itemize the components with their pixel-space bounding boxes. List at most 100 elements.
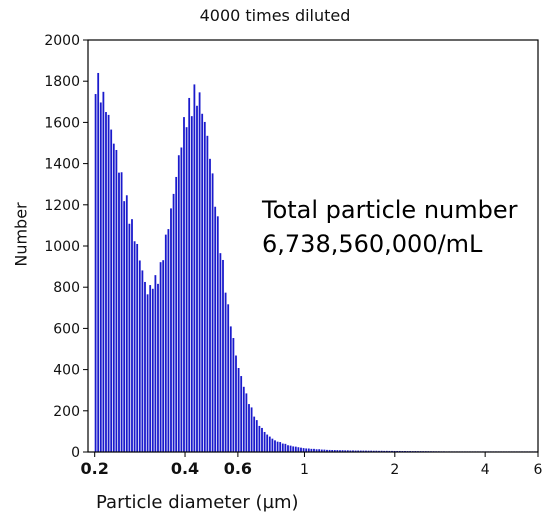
histogram-bar bbox=[250, 407, 253, 452]
histogram-bar bbox=[123, 201, 126, 452]
histogram-bar bbox=[362, 450, 365, 452]
bars-group bbox=[94, 72, 539, 453]
histogram-bar bbox=[203, 121, 206, 452]
y-tick-label: 200 bbox=[53, 404, 80, 420]
histogram-bar bbox=[159, 262, 162, 452]
histogram-bar bbox=[352, 450, 354, 452]
x-tick-label: 4 bbox=[481, 462, 490, 478]
histogram-bar bbox=[180, 147, 183, 452]
y-tick-label: 1600 bbox=[44, 115, 80, 131]
y-tick-label: 600 bbox=[53, 321, 80, 337]
y-tick-label: 800 bbox=[53, 280, 80, 296]
histogram-bar bbox=[232, 338, 235, 452]
histogram-bar bbox=[300, 447, 302, 452]
histogram-bar bbox=[102, 91, 105, 452]
histogram-bar bbox=[125, 195, 128, 452]
histogram-bar bbox=[367, 450, 370, 452]
histogram-bar bbox=[157, 283, 159, 452]
histogram-bar bbox=[162, 260, 165, 452]
histogram-bar bbox=[297, 447, 300, 452]
histogram-bar bbox=[224, 292, 227, 452]
histogram-bar bbox=[164, 234, 167, 452]
histogram-bar bbox=[110, 129, 113, 452]
histogram-bar bbox=[185, 127, 188, 452]
histogram-bar bbox=[235, 355, 237, 452]
histogram-bar bbox=[258, 425, 261, 452]
histogram-bar bbox=[118, 172, 120, 452]
histogram-bar bbox=[222, 259, 224, 452]
y-tick-label: 1400 bbox=[44, 157, 80, 173]
y-ticks-group: 0 200 400 600 800 1000 1200 1400 1600 1800 2000 bbox=[44, 33, 88, 461]
x-tick-label: 6 bbox=[534, 462, 543, 478]
x-tick-label: 0.4 bbox=[171, 459, 199, 478]
histogram-bar bbox=[315, 449, 318, 452]
histogram-bar bbox=[141, 270, 144, 452]
x-ticks-group: 0.2 0.4 0.6 1 2 4 6 bbox=[81, 452, 543, 478]
histogram-bar bbox=[94, 94, 97, 452]
histogram-bar bbox=[331, 450, 334, 452]
histogram-bar bbox=[209, 158, 211, 452]
histogram-bar bbox=[284, 443, 287, 452]
x-tick-label: 0.6 bbox=[224, 459, 252, 478]
histogram-bar bbox=[323, 449, 326, 452]
x-axis-label: Particle diameter (µm) bbox=[96, 492, 299, 513]
histogram-bar bbox=[206, 135, 209, 452]
histogram-bar bbox=[313, 448, 315, 452]
histogram-bar bbox=[294, 446, 297, 452]
histogram-bar bbox=[370, 450, 373, 452]
histogram-bar bbox=[237, 368, 240, 452]
histogram-bar bbox=[274, 440, 276, 452]
histogram-bar bbox=[193, 84, 196, 452]
histogram-bar bbox=[359, 450, 362, 452]
histogram-bar bbox=[175, 176, 178, 452]
histogram-bar bbox=[211, 173, 214, 452]
histogram-bar bbox=[188, 97, 191, 452]
histogram-bar bbox=[97, 72, 100, 453]
histogram-bar bbox=[292, 446, 295, 452]
histogram-bar bbox=[146, 294, 149, 452]
histogram-bar bbox=[287, 445, 289, 452]
histogram-bar bbox=[333, 450, 336, 452]
histogram-bar bbox=[336, 450, 339, 452]
histogram-bar bbox=[120, 172, 123, 452]
histogram-bar bbox=[261, 427, 263, 452]
histogram-bar bbox=[151, 288, 154, 452]
plot-frame bbox=[87, 39, 539, 453]
histogram-bar bbox=[190, 116, 193, 453]
histogram-bar bbox=[302, 448, 305, 452]
histogram-bar bbox=[196, 105, 198, 453]
histogram-bar bbox=[307, 448, 310, 452]
histogram-bar bbox=[375, 450, 378, 452]
x-tick-label: 2 bbox=[390, 462, 399, 478]
y-tick-label: 0 bbox=[71, 445, 80, 461]
histogram-bar bbox=[107, 114, 110, 452]
histogram-bar bbox=[144, 281, 146, 452]
histogram-bar bbox=[346, 450, 349, 452]
x-tick-label: 1 bbox=[300, 462, 309, 478]
histogram-bar bbox=[380, 450, 383, 452]
histogram-bar bbox=[115, 149, 118, 453]
histogram-bar bbox=[310, 448, 313, 452]
y-tick-label: 1200 bbox=[44, 198, 80, 214]
histogram-bar bbox=[112, 143, 115, 452]
histogram-bar bbox=[344, 450, 347, 452]
histogram-bar bbox=[279, 442, 282, 452]
histogram-bar bbox=[105, 112, 107, 452]
chart-title: 4000 times diluted bbox=[199, 6, 351, 25]
histogram-bar bbox=[357, 450, 360, 452]
histogram-bar bbox=[183, 117, 185, 452]
histogram-bar bbox=[372, 450, 375, 452]
histogram-bar bbox=[227, 304, 230, 452]
histogram-bar bbox=[266, 434, 269, 452]
histogram-bar bbox=[177, 155, 180, 453]
histogram-bar bbox=[318, 449, 321, 452]
histogram-bar bbox=[276, 441, 279, 452]
x-tick-label: 0.2 bbox=[81, 459, 109, 478]
histogram-bar bbox=[289, 445, 292, 452]
histogram-bar bbox=[201, 113, 204, 452]
histogram-bar bbox=[326, 449, 328, 452]
histogram-bar bbox=[229, 326, 232, 452]
histogram-bar bbox=[320, 449, 323, 452]
annotation-total-value: 6,738,560,000/mL bbox=[262, 230, 483, 258]
